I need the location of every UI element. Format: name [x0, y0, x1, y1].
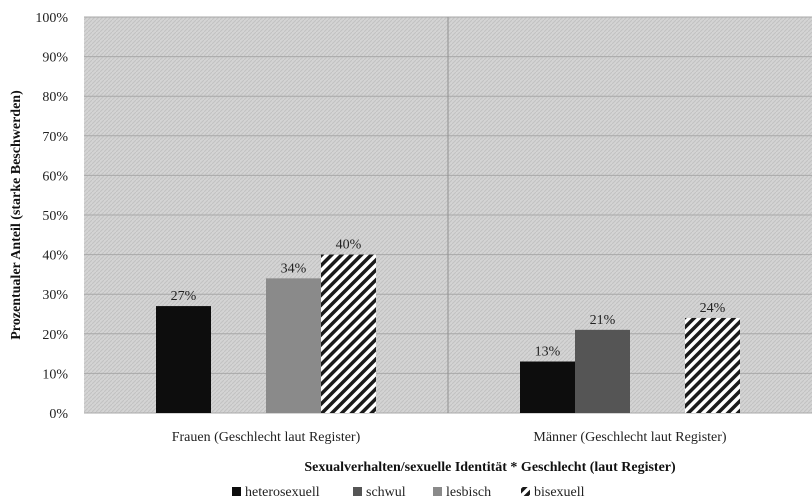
- bar-bisexuell: [685, 318, 740, 413]
- legend-label-schwul: schwul: [366, 485, 406, 500]
- y-tick-label: 30%: [42, 288, 68, 303]
- x-axis-title: Sexualverhalten/sexuelle Identität * Ges…: [304, 460, 676, 475]
- data-label: 27%: [171, 289, 197, 304]
- y-tick-label: 80%: [42, 90, 68, 105]
- legend-label-heterosexuell: heterosexuell: [245, 485, 320, 500]
- y-tick-label: 60%: [42, 169, 68, 184]
- data-label: 13%: [535, 345, 561, 360]
- y-tick-label: 10%: [42, 367, 68, 382]
- y-tick-label: 90%: [42, 51, 68, 66]
- y-axis-title: Prozentualer Anteil (starke Beschwerden): [9, 90, 24, 340]
- y-tick-label: 70%: [42, 130, 68, 145]
- data-label: 21%: [590, 313, 616, 328]
- bar-heterosexuell: [520, 362, 575, 413]
- y-tick-label: 100%: [35, 11, 68, 26]
- legend: heterosexuell schwul lesbisch bisexuell: [232, 485, 585, 500]
- legend-swatch-schwul: [353, 487, 362, 496]
- legend-swatch-lesbisch: [433, 487, 442, 496]
- bar-bisexuell: [321, 255, 376, 413]
- bar-schwul: [575, 330, 630, 413]
- legend-label-lesbisch: lesbisch: [446, 485, 491, 500]
- y-tick-label: 0%: [49, 407, 68, 422]
- bar-lesbisch: [266, 278, 321, 413]
- data-label: 24%: [700, 301, 726, 316]
- y-tick-label: 50%: [42, 209, 68, 224]
- bar-heterosexuell: [156, 306, 211, 413]
- legend-label-bisexuell: bisexuell: [534, 485, 585, 500]
- y-tick-label: 20%: [42, 328, 68, 343]
- x-category-label: Frauen (Geschlecht laut Register): [172, 430, 361, 445]
- legend-swatch-heterosexuell: [232, 487, 241, 496]
- data-label: 34%: [281, 261, 307, 276]
- data-label: 40%: [336, 238, 362, 253]
- x-category-label: Männer (Geschlecht laut Register): [533, 430, 727, 445]
- y-tick-label: 40%: [42, 249, 68, 264]
- legend-swatch-bisexuell: [521, 487, 530, 496]
